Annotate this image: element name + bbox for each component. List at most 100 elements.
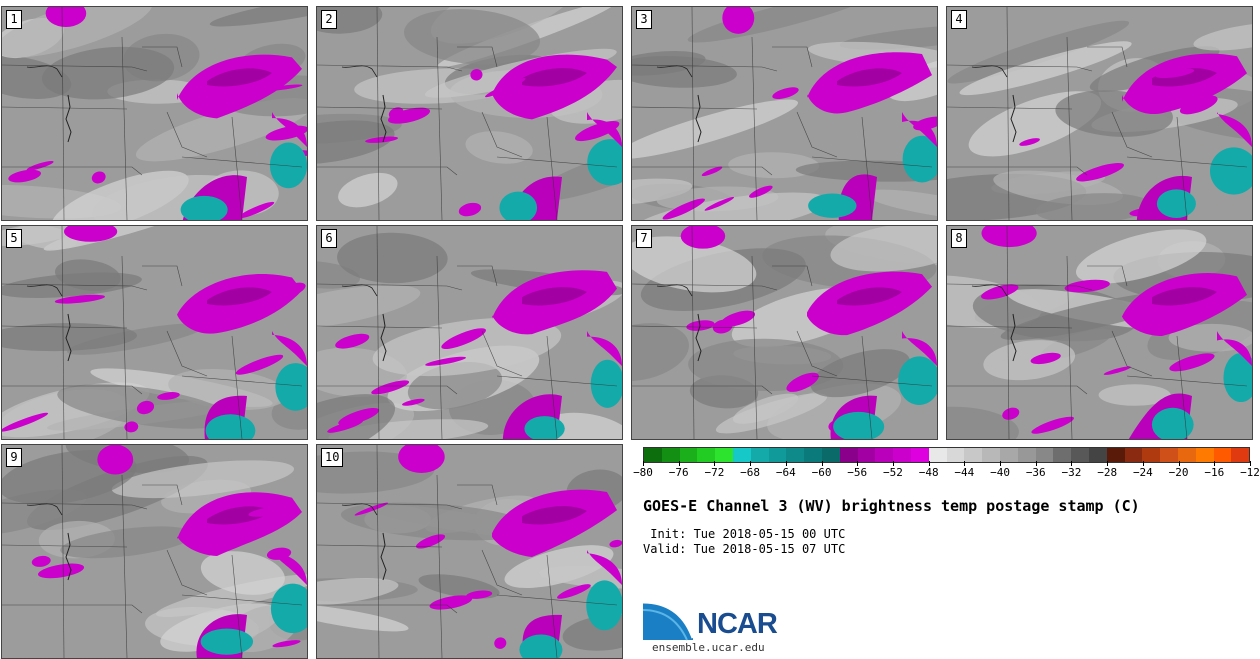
water-vapor-map — [317, 445, 622, 658]
valid-time: Valid: Tue 2018-05-15 07 UTC — [643, 542, 846, 556]
colorbar-tick-label: −24 — [1132, 466, 1153, 479]
colorbar-segment — [893, 448, 911, 462]
colorbar-segment — [1124, 448, 1143, 462]
colorbar-segment — [661, 448, 680, 462]
colorbar-tick-label: −76 — [668, 466, 689, 479]
colorbar-segment — [1195, 448, 1214, 462]
colorbar-tick-label: −12 — [1240, 466, 1260, 479]
colorbar-tick-label: −72 — [704, 466, 725, 479]
site-url: ensemble.ucar.edu — [652, 641, 765, 654]
colorbar-segment — [679, 448, 698, 462]
colorbar-tickmark — [1214, 461, 1216, 466]
colorbar-tickmark — [857, 461, 859, 466]
panel-number-label: 5 — [6, 229, 22, 248]
colorbar-tick-label: −20 — [1168, 466, 1189, 479]
colorbar-tickmark — [1178, 461, 1180, 466]
panel-number-label: 3 — [636, 10, 652, 29]
colorbar-segment — [946, 448, 965, 462]
colorbar-tickmark — [821, 461, 823, 466]
water-vapor-map — [317, 226, 622, 439]
water-vapor-map — [947, 226, 1252, 439]
postage-stamp-panel: 6 — [316, 225, 623, 440]
colorbar-segment — [1213, 448, 1232, 462]
ncar-logo-text: NCAR — [697, 608, 778, 640]
colorbar-tickmark — [1142, 461, 1144, 466]
colorbar-tick-label: −48 — [918, 466, 939, 479]
colorbar-segment — [715, 448, 733, 462]
colorbar-segment — [697, 448, 716, 462]
colorbar-tickmark — [892, 461, 894, 466]
postage-stamp-panel: 1 — [1, 6, 308, 221]
panel-number-label: 1 — [6, 10, 22, 29]
colorbar-segment — [999, 448, 1018, 462]
colorbar-segment — [839, 448, 858, 462]
colorbar-segment — [786, 448, 805, 462]
colorbar-tickmark — [785, 461, 787, 466]
colorbar-tickmark — [750, 461, 752, 466]
colorbar-tick-label: −40 — [990, 466, 1010, 479]
water-vapor-map — [2, 7, 307, 220]
colorbar-segment — [804, 448, 822, 462]
colorbar-segment — [1160, 448, 1178, 462]
colorbar-tick-label: −52 — [883, 466, 903, 479]
water-vapor-map — [632, 7, 937, 220]
colorbar-tick-label: −36 — [1025, 466, 1046, 479]
colorbar-segment — [910, 448, 929, 462]
panel-number-label: 2 — [321, 10, 337, 29]
colorbar-segment — [1017, 448, 1036, 462]
colorbar-tickmark — [1071, 461, 1073, 466]
colorbar-tickmark — [1107, 461, 1109, 466]
colorbar-tick-labels: −80 −76 −72 −68 −64 −60 −56 −52 −48 −44 −40 −36 −32 −… — [633, 466, 1260, 482]
colorbar-segment — [982, 448, 1000, 462]
postage-stamp-panel: 4 — [946, 6, 1253, 221]
panel-number-label: 6 — [321, 229, 337, 248]
init-time: Init: Tue 2018-05-15 00 UTC — [643, 527, 846, 541]
colorbar-segment — [857, 448, 876, 462]
colorbar-segment — [928, 448, 947, 462]
panel-number-label: 10 — [321, 448, 344, 467]
colorbar-tickmark — [1035, 461, 1037, 466]
colorbar-tickmark — [678, 461, 680, 466]
colorbar-segment — [821, 448, 840, 462]
panel-number-label: 9 — [6, 448, 22, 467]
colorbar-segment — [1053, 448, 1072, 462]
postage-stamp-panel: 9 — [1, 444, 308, 659]
postage-stamp-panel: 3 — [631, 6, 938, 221]
colorbar-segment — [1231, 448, 1250, 462]
postage-stamp-panel: 7 — [631, 225, 938, 440]
colorbar-segment — [964, 448, 983, 462]
colorbar-tickmarks — [643, 461, 1251, 466]
water-vapor-map — [632, 226, 937, 439]
colorbar-segment — [768, 448, 787, 462]
colorbar-tickmark — [714, 461, 716, 466]
colorbar-tick-label: −80 — [633, 466, 653, 479]
colorbar-segment — [750, 448, 769, 462]
figure-title: GOES-E Channel 3 (WV) brightness temp po… — [643, 497, 1140, 515]
colorbar-tick-label: −32 — [1061, 466, 1082, 479]
water-vapor-map — [2, 226, 307, 439]
colorbar-tickmark — [643, 461, 644, 466]
colorbar-tickmark — [1250, 461, 1251, 466]
colorbar-segment — [1071, 448, 1089, 462]
colorbar-tick-label: −44 — [954, 466, 975, 479]
panel-number-label: 8 — [951, 229, 967, 248]
postage-stamp-panel: 8 — [946, 225, 1253, 440]
water-vapor-map — [317, 7, 622, 220]
water-vapor-map — [947, 7, 1252, 220]
postage-stamp-panel: 5 — [1, 225, 308, 440]
colorbar-segment — [875, 448, 894, 462]
postage-stamp-panel: 10 — [316, 444, 623, 659]
colorbar-segment — [1177, 448, 1196, 462]
colorbar-segment — [1035, 448, 1054, 462]
panel-number-label: 4 — [951, 10, 967, 29]
ncar-logo-swoosh — [643, 600, 695, 641]
colorbar-tickmark — [1000, 461, 1002, 466]
colorbar-segment — [1106, 448, 1125, 462]
colorbar-segment — [644, 448, 662, 462]
colorbar-tick-label: −28 — [1097, 466, 1118, 479]
postage-stamp-panel: 2 — [316, 6, 623, 221]
colorbar-tickmark — [928, 461, 930, 466]
colorbar-segment — [732, 448, 751, 462]
colorbar-tick-label: −16 — [1204, 466, 1225, 479]
colorbar-tick-label: −68 — [740, 466, 761, 479]
